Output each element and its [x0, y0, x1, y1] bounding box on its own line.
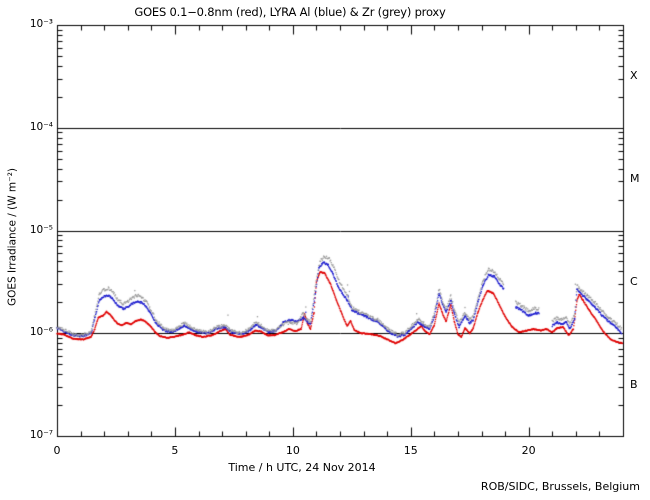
- x-axis-label: Time / h UTC, 24 Nov 2014: [228, 461, 376, 474]
- x-tick-label: 15: [403, 444, 418, 457]
- flare-class-label: B: [630, 377, 638, 391]
- x-tick-label: 10: [285, 444, 300, 457]
- x-tick-label: 20: [521, 444, 536, 457]
- y-tick-label: 10⁻⁶: [29, 326, 53, 339]
- y-tick-label: 10⁻⁴: [29, 120, 53, 133]
- chart-title: GOES 0.1−0.8nm (red), LYRA Al (blue) & Z…: [134, 5, 446, 19]
- x-tick-label: 0: [53, 444, 61, 457]
- flare-class-label: C: [630, 274, 638, 288]
- y-tick-label: 10⁻⁷: [29, 429, 53, 441]
- flare-class-label: M: [630, 172, 640, 186]
- y-tick-label: 10⁻⁵: [29, 223, 53, 236]
- credit-annotation: ROB/SIDC, Brussels, Belgium: [480, 480, 640, 493]
- x-tick-label: 5: [171, 444, 179, 457]
- y-axis-label: GOES Irradiance / (W m⁻²): [6, 167, 19, 307]
- y-tick-label: 10⁻³: [29, 18, 53, 30]
- flare-class-label: X: [630, 69, 638, 83]
